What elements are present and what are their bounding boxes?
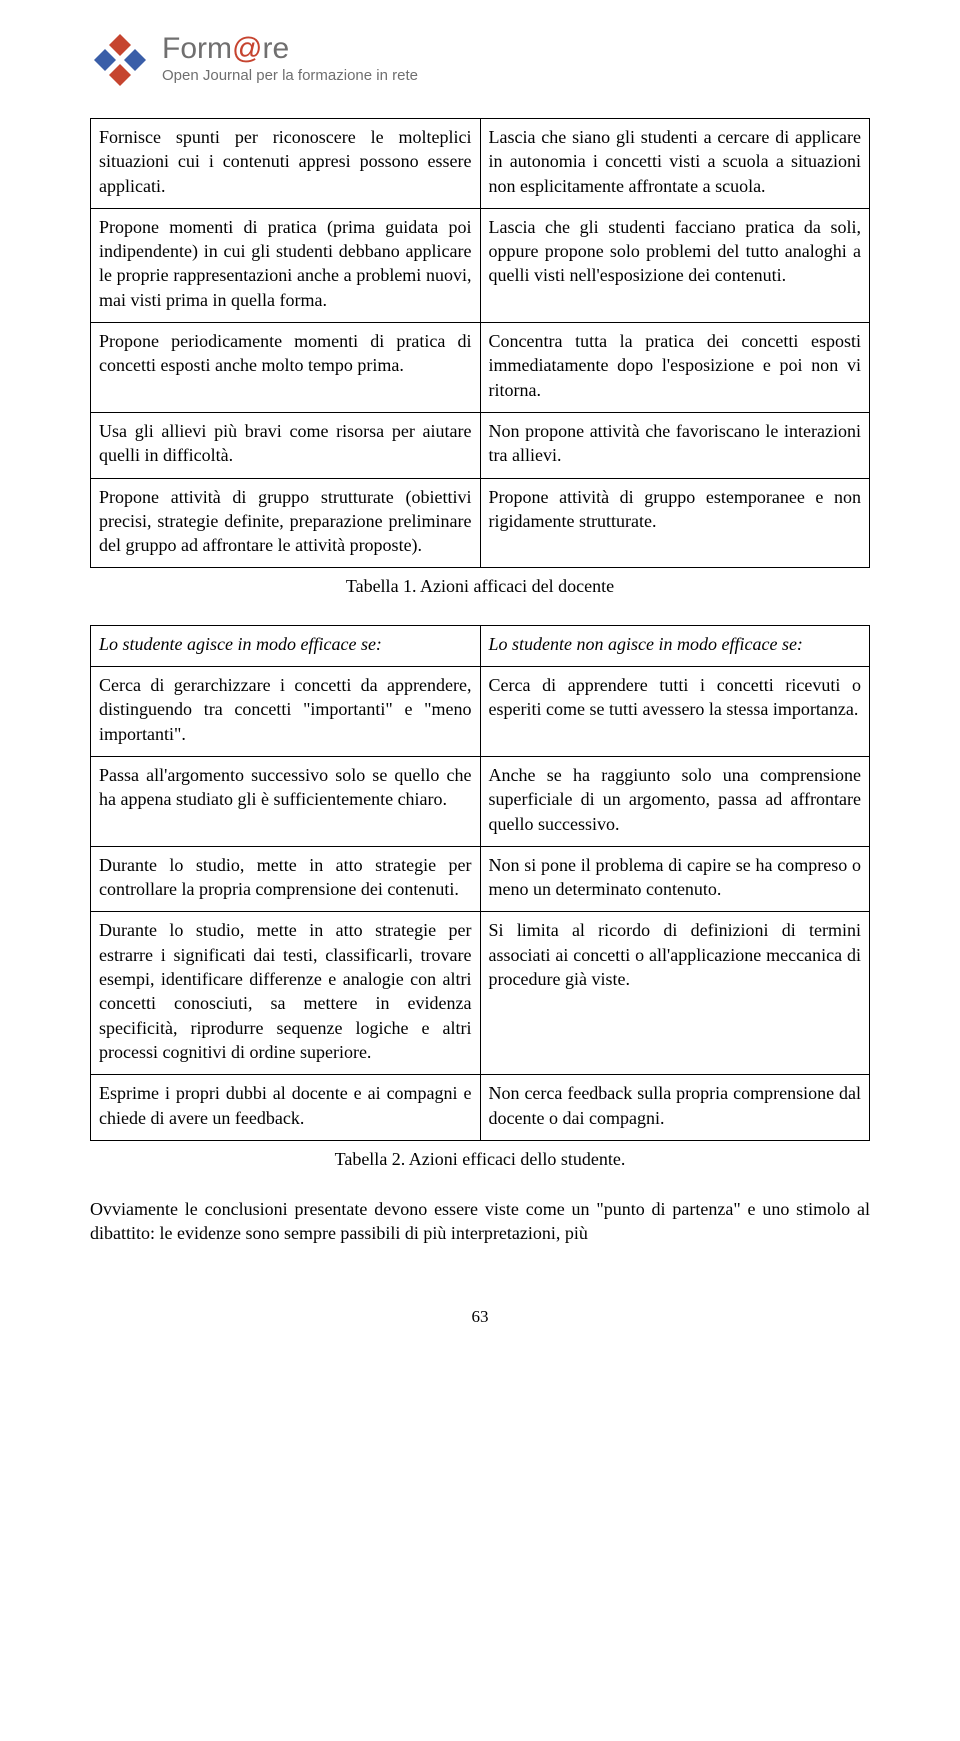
cell-left: Propone momenti di pratica (prima guidat… [91, 208, 481, 322]
table-row: Esprime i propri dubbi al docente e ai c… [91, 1075, 870, 1141]
cell-left: Fornisce spunti per riconoscere le molte… [91, 119, 481, 209]
table-row: Propone periodicamente momenti di pratic… [91, 323, 870, 413]
cell-right: Non si pone il problema di capire se ha … [480, 846, 870, 912]
journal-logo: Form@re Open Journal per la formazione i… [90, 30, 870, 90]
cell-right: Lascia che gli studenti facciano pratica… [480, 208, 870, 322]
table-row: Passa all'argomento successivo solo se q… [91, 756, 870, 846]
table-row: Propone attività di gruppo strutturate (… [91, 478, 870, 568]
cell-right: Cerca di apprendere tutti i concetti ric… [480, 667, 870, 757]
table-2-studente: Lo studente agisce in modo efficace se: … [90, 625, 870, 1141]
cell-right: Concentra tutta la pratica dei concetti … [480, 323, 870, 413]
journal-subtitle: Open Journal per la formazione in rete [162, 66, 418, 86]
cell-left: Passa all'argomento successivo solo se q… [91, 756, 481, 846]
cell-left: Esprime i propri dubbi al docente e ai c… [91, 1075, 481, 1141]
cell-left: Usa gli allievi più bravi come risorsa p… [91, 412, 481, 478]
table-row: Propone momenti di pratica (prima guidat… [91, 208, 870, 322]
cell-left: Durante lo studio, mette in atto strateg… [91, 912, 481, 1075]
cell-right: Propone attività di gruppo estemporanee … [480, 478, 870, 568]
table-2-caption: Tabella 2. Azioni efficaci dello student… [90, 1147, 870, 1171]
table-row: Usa gli allievi più bravi come risorsa p… [91, 412, 870, 478]
cell-right: Non cerca feedback sulla propria compren… [480, 1075, 870, 1141]
cell-left: Propone periodicamente momenti di pratic… [91, 323, 481, 413]
cell-left: Durante lo studio, mette in atto strateg… [91, 846, 481, 912]
body-paragraph: Ovviamente le conclusioni presentate dev… [90, 1197, 870, 1246]
table-1-caption: Tabella 1. Azioni afficaci del docente [90, 574, 870, 598]
cell-right: Non propone attività che favoriscano le … [480, 412, 870, 478]
table-header-row: Lo studente agisce in modo efficace se: … [91, 625, 870, 666]
page-number: 63 [90, 1306, 870, 1329]
table-row: Cerca di gerarchizzare i concetti da app… [91, 667, 870, 757]
cell-left: Propone attività di gruppo strutturate (… [91, 478, 481, 568]
cell-left: Cerca di gerarchizzare i concetti da app… [91, 667, 481, 757]
table-row: Durante lo studio, mette in atto strateg… [91, 912, 870, 1075]
logo-diamond-icon [90, 30, 150, 90]
cell-right: Si limita al ricordo di definizioni di t… [480, 912, 870, 1075]
table-1-docente: Fornisce spunti per riconoscere le molte… [90, 118, 870, 568]
table-row: Durante lo studio, mette in atto strateg… [91, 846, 870, 912]
cell-right: Lascia che siano gli studenti a cercare … [480, 119, 870, 209]
header-right: Lo studente non agisce in modo efficace … [480, 625, 870, 666]
journal-title: Form@re [162, 34, 418, 64]
cell-right: Anche se ha raggiunto solo una comprensi… [480, 756, 870, 846]
table-row: Fornisce spunti per riconoscere le molte… [91, 119, 870, 209]
header-left: Lo studente agisce in modo efficace se: [91, 625, 481, 666]
